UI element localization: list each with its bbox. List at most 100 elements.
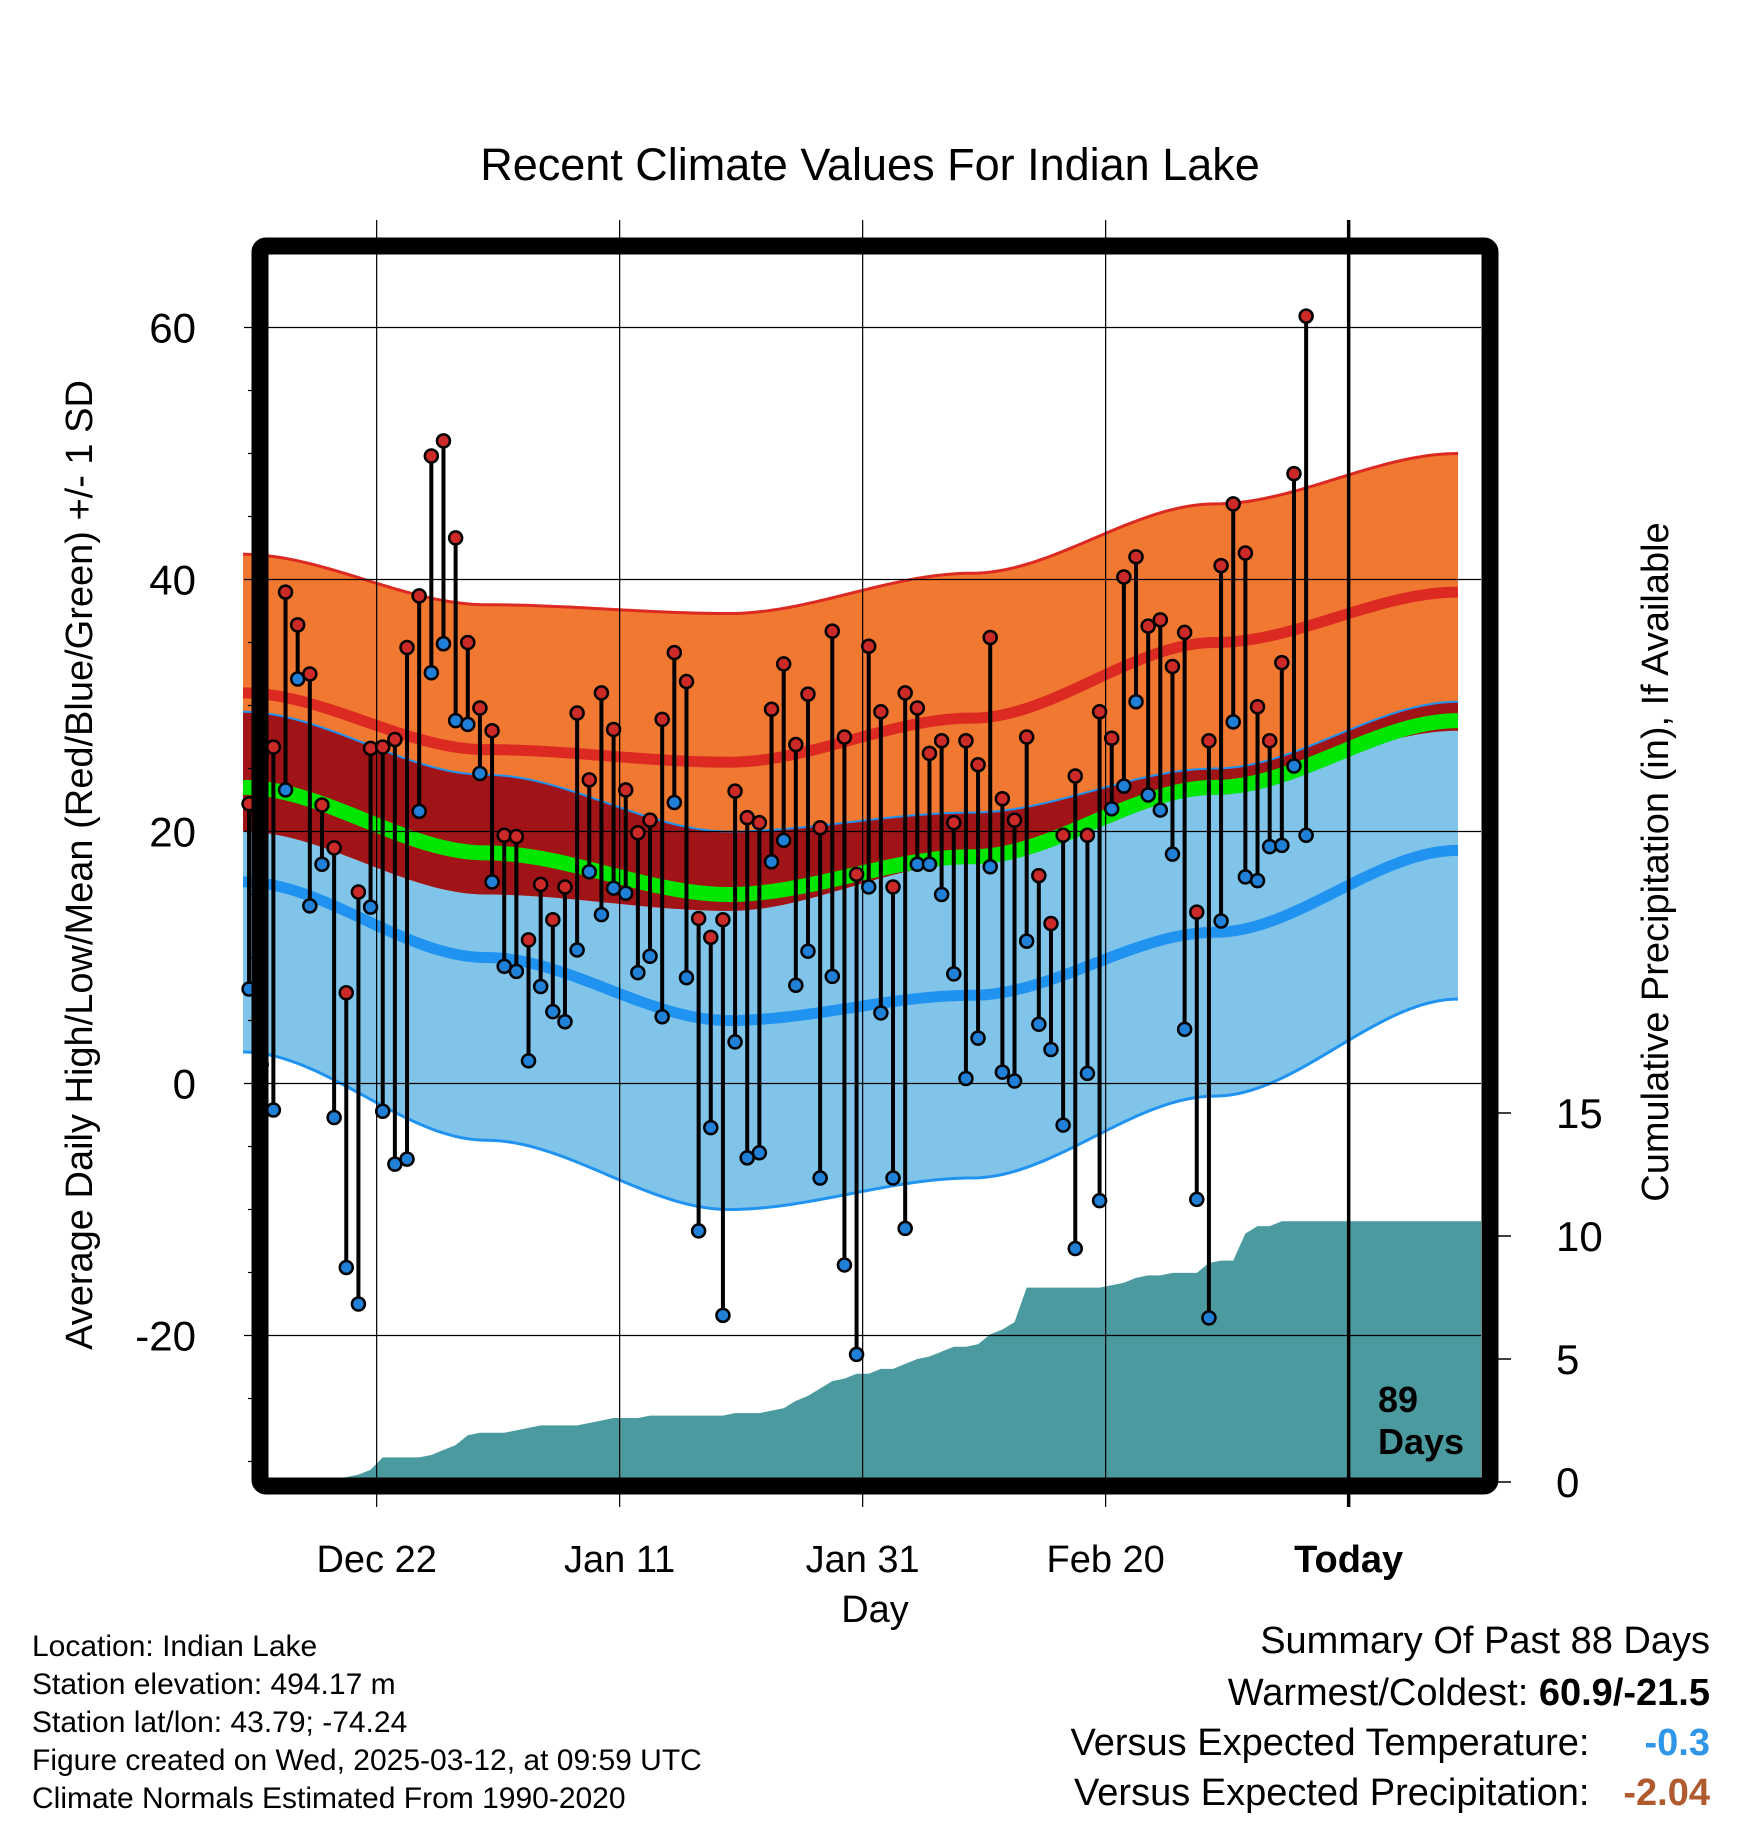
- high-point: [1176, 624, 1193, 641]
- high-point: [435, 433, 452, 449]
- low-point: [788, 977, 804, 993]
- high-point: [289, 617, 306, 633]
- high-point: [326, 840, 342, 856]
- low-point: [1140, 787, 1156, 803]
- high-point: [338, 985, 355, 1001]
- low-point: [460, 716, 476, 733]
- high-point: [1067, 768, 1084, 784]
- low-point: [1152, 802, 1169, 818]
- high-point: [1079, 827, 1096, 844]
- low-point: [411, 803, 427, 820]
- high-point: [763, 701, 780, 718]
- low-point: [885, 1170, 901, 1186]
- high-point: [860, 638, 877, 655]
- high-point: [1128, 549, 1144, 565]
- info-created: Figure created on Wed, 2025-03-12, at 09…: [32, 1744, 702, 1777]
- y-tick-label: -20: [135, 1313, 196, 1360]
- high-point: [581, 772, 598, 788]
- low-point: [630, 964, 646, 981]
- chart-title: Recent Climate Values For Indian Lake: [480, 139, 1260, 190]
- precip-value: -2.04: [1623, 1772, 1710, 1814]
- x-tick-label: Jan 31: [806, 1539, 920, 1581]
- today-days-number: 89: [1378, 1379, 1418, 1420]
- high-point: [788, 736, 804, 753]
- high-point: [994, 790, 1011, 807]
- y2-tick-label: 0: [1556, 1459, 1579, 1506]
- summary-warmest: Warmest/Coldest: 60.9/-21.5: [1228, 1672, 1710, 1715]
- high-point: [751, 814, 768, 831]
- low-point: [350, 1296, 367, 1312]
- low-point: [763, 853, 780, 870]
- high-point: [970, 756, 986, 773]
- low-point: [824, 968, 841, 985]
- high-point: [374, 739, 391, 755]
- high-point: [1213, 557, 1229, 574]
- low-point: [326, 1109, 342, 1126]
- low-point: [1018, 933, 1035, 949]
- high-point: [703, 929, 719, 946]
- low-point: [1298, 827, 1314, 844]
- high-point: [715, 911, 731, 928]
- low-point: [1176, 1021, 1193, 1038]
- low-point: [508, 963, 525, 980]
- low-sd-lower-line: [242, 997, 1459, 1212]
- high-point: [1189, 904, 1205, 920]
- high-point: [1201, 733, 1217, 749]
- high-point: [1043, 915, 1059, 932]
- high-point: [387, 731, 403, 748]
- low-point: [812, 1170, 828, 1186]
- plot-frame: [251, 237, 1499, 1495]
- low-point: [642, 948, 658, 964]
- low-point: [1055, 1117, 1071, 1133]
- axes: -20 0 20 40 60 0 5 10 15 Dec 22 Jan 11 Jan 31 Feb 20…: [135, 305, 1602, 1582]
- high-point: [666, 644, 683, 661]
- high-point: [1031, 867, 1047, 884]
- low-point: [265, 1102, 282, 1118]
- low-point: [1213, 913, 1229, 929]
- low-point: [1079, 1065, 1096, 1082]
- high-point: [314, 797, 330, 813]
- low-point: [654, 1008, 670, 1025]
- low-point: [545, 1003, 561, 1020]
- high-point: [1152, 612, 1169, 628]
- high-point: [605, 721, 622, 738]
- high-point: [423, 448, 440, 464]
- high-point: [460, 634, 476, 651]
- high-point: [958, 733, 974, 749]
- y-tick-label: 0: [173, 1061, 196, 1108]
- high-point: [1164, 658, 1181, 675]
- low-point: [751, 1145, 768, 1161]
- today-days-word: Days: [1378, 1421, 1464, 1462]
- warmest-value: 60.9/-21.5: [1538, 1672, 1710, 1714]
- low-point: [374, 1103, 391, 1119]
- low-point: [484, 874, 500, 890]
- low-mean-line: [242, 844, 1459, 1027]
- high-sd-upper-line: [242, 452, 1459, 616]
- low-point: [1091, 1192, 1108, 1209]
- precip-fill: [236, 1221, 1481, 1482]
- high-point: [569, 705, 585, 721]
- low-point: [946, 966, 962, 982]
- low-point: [472, 765, 488, 782]
- low-point: [921, 856, 938, 873]
- high-point: [642, 812, 658, 828]
- low-point: [1043, 1041, 1059, 1058]
- high-point: [946, 814, 962, 831]
- low-point: [703, 1119, 719, 1136]
- y-tick-label: 40: [149, 557, 196, 604]
- high-point: [982, 629, 998, 646]
- high-point: [897, 685, 913, 701]
- high-point: [690, 910, 707, 927]
- high-point: [800, 686, 816, 702]
- high-point: [520, 932, 537, 948]
- low-point: [399, 1151, 415, 1167]
- high-point: [885, 879, 901, 895]
- low-point: [362, 899, 379, 915]
- low-point: [1031, 1016, 1047, 1033]
- low-point: [848, 1346, 865, 1363]
- high-point: [848, 866, 865, 883]
- warmest-label: Warmest/Coldest:: [1227, 1672, 1529, 1714]
- x-axis-label: Day: [841, 1589, 909, 1631]
- low-point: [958, 1070, 974, 1087]
- y-tick-label: 60: [149, 305, 196, 352]
